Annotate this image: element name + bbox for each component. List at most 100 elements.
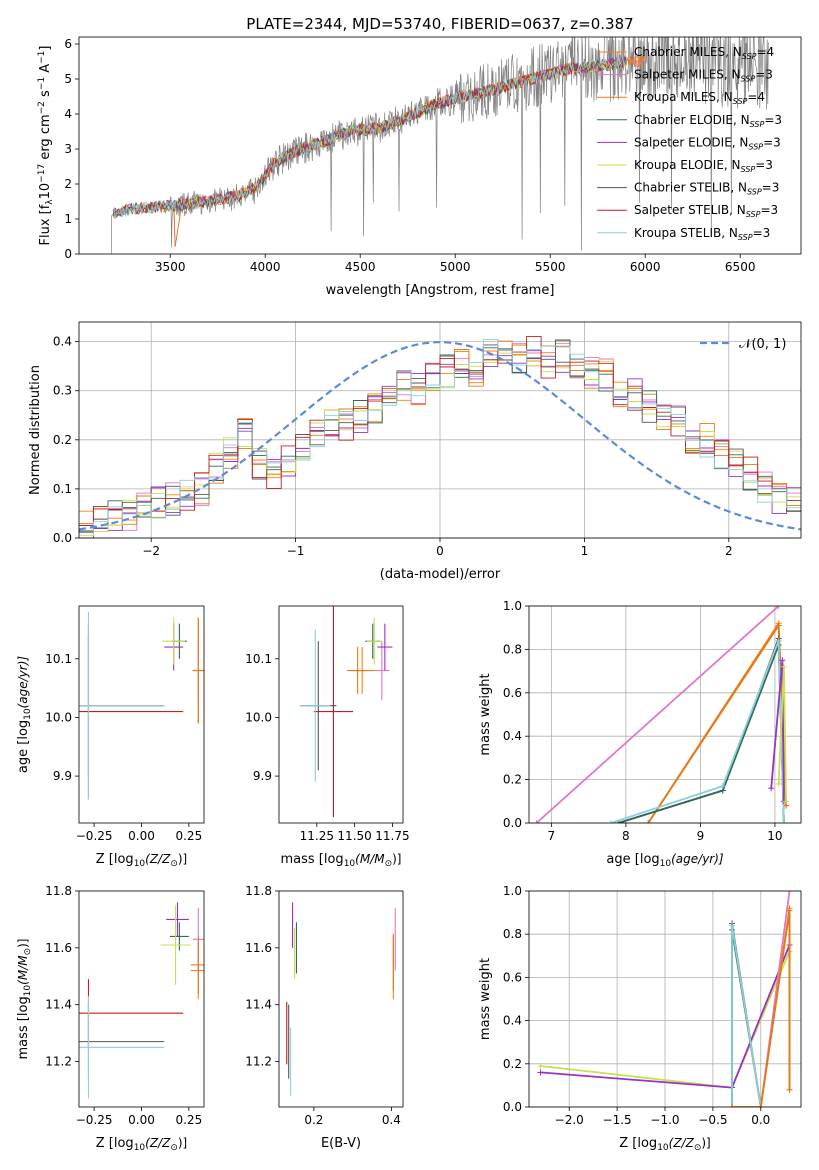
y-tick-label: 11.2 xyxy=(245,1055,272,1069)
legend-entry: Kroupa MILES, NSSP=4 xyxy=(634,90,765,106)
y-axis-label: Flux [fλ10−17 erg cm−2 s−1 A−1] xyxy=(37,46,55,246)
x-tick-label: 0.2 xyxy=(304,1113,323,1127)
y-tick-label: 10.0 xyxy=(45,710,72,724)
y-tick-label: 5 xyxy=(64,72,72,86)
y-tick-label: 1.0 xyxy=(503,884,522,898)
weight-line-chabrier-elodie xyxy=(618,644,785,823)
axes-frame xyxy=(78,321,802,539)
y-tick-label: 0.6 xyxy=(503,686,522,700)
model-line-chabrier-stelib xyxy=(112,56,627,217)
y-tick-label: 3 xyxy=(64,142,72,156)
x-tick-label: 0.25 xyxy=(175,829,202,843)
x-tick-label: 11.50 xyxy=(337,829,371,843)
weight-marker xyxy=(783,798,790,805)
model-line-salpeter-miles xyxy=(173,55,646,247)
y-tick-label: 0.0 xyxy=(53,531,72,545)
x-tick-label: 11.25 xyxy=(300,829,334,843)
weight-marker xyxy=(780,820,787,823)
x-tick-label: −0.25 xyxy=(76,1113,113,1127)
y-tick-label: 10.0 xyxy=(245,710,272,724)
y-tick-label: 10.1 xyxy=(45,652,72,666)
y-tick-label: 0.0 xyxy=(503,816,522,830)
y-tick-label: 0.6 xyxy=(503,970,522,984)
weight-marker xyxy=(780,663,787,670)
legend-entry: Chabrier STELIB, NSSP=3 xyxy=(634,181,779,197)
x-tick-label: −2 xyxy=(142,544,160,558)
legend-entry: Salpeter ELODIE, NSSP=3 xyxy=(634,135,781,151)
x-tick-label: 10 xyxy=(767,829,782,843)
axes-residuals: −2 −1 0 1 2 0.0 0.1 0.2 0.3 0.4 xyxy=(53,322,801,558)
weight-marker xyxy=(537,1069,544,1076)
y-tick-label: 0.2 xyxy=(503,1057,522,1071)
weight-marker xyxy=(537,1062,544,1069)
y-axis-label: Normed distribution xyxy=(28,365,43,495)
y-tick-label: 11.6 xyxy=(45,941,72,955)
weight-marker xyxy=(729,922,736,929)
weight-marker xyxy=(786,1086,793,1093)
y-tick-label: 11.2 xyxy=(45,1055,72,1069)
y-tick-label: 2 xyxy=(64,177,72,191)
y-tick-label: 0.8 xyxy=(503,642,522,656)
y-tick-label: 0.4 xyxy=(503,729,522,743)
y-tick-label: 0.2 xyxy=(53,433,72,447)
weight-marker xyxy=(757,1104,764,1107)
y-tick-label: 4 xyxy=(64,107,72,121)
weight-marker xyxy=(645,820,652,823)
y-tick-label: 0.0 xyxy=(503,1100,522,1114)
axes-frame xyxy=(78,605,205,824)
x-tick-label: −1.0 xyxy=(650,1113,679,1127)
x-tick-label: 8 xyxy=(622,829,630,843)
x-axis-label: Z [log10(Z/Z⊙)] xyxy=(96,852,187,869)
weight-marker xyxy=(775,622,782,629)
x-tick-label: −1 xyxy=(287,544,305,558)
model-line-kroupa-elodie xyxy=(112,58,627,220)
x-tick-label: 3500 xyxy=(155,260,186,274)
normal-curve xyxy=(79,341,801,531)
axes-frame xyxy=(528,605,802,824)
y-tick-label: 0.1 xyxy=(53,482,72,496)
y-tick-label: 11.4 xyxy=(45,998,72,1012)
weight-marker xyxy=(775,606,782,609)
y-axis-label: mass weight xyxy=(478,958,493,1040)
x-tick-label: 0.25 xyxy=(175,1113,202,1127)
x-tick-label: 0 xyxy=(436,544,444,558)
x-tick-label: 0.0 xyxy=(751,1113,770,1127)
x-tick-label: −1.5 xyxy=(603,1113,632,1127)
x-tick-label: 5000 xyxy=(440,260,471,274)
x-tick-label: −0.25 xyxy=(76,829,113,843)
axes-frame xyxy=(278,890,404,1108)
x-tick-label: 0.00 xyxy=(128,1113,155,1127)
x-tick-label: −0.5 xyxy=(698,1113,727,1127)
legend-entry: Kroupa ELODIE, NSSP=3 xyxy=(634,158,773,174)
weight-marker xyxy=(719,783,726,790)
x-axis-label: wavelength [Angstrom, rest frame] xyxy=(326,283,555,298)
x-tick-label: 0.4 xyxy=(382,1113,401,1127)
legend-normal-label: 𝒩(0, 1) xyxy=(739,337,786,352)
y-tick-label: 9.9 xyxy=(53,769,72,783)
x-axis-label: mass [log10(M/M⊙)] xyxy=(280,852,401,869)
y-axis-label: age [log10(age/yr)] xyxy=(16,656,33,773)
axes-frame xyxy=(78,890,205,1108)
histogram-kroupa-stelib xyxy=(79,338,801,533)
y-tick-label: 0.4 xyxy=(503,1014,522,1028)
y-tick-label: 0.2 xyxy=(503,773,522,787)
axes-age-vs-mass: 11.25 11.50 11.75 9.9 10.0 10.1 xyxy=(245,606,410,843)
legend-entry: Chabrier ELODIE, NSSP=3 xyxy=(634,113,782,129)
axes-age-vs-Z: −0.25 0.00 0.25 9.9 10.0 10.1 xyxy=(45,611,204,843)
spectrum-legend: Chabrier MILES, NSSP=4 Salpeter MILES, NS… xyxy=(597,45,782,242)
model-line-kroupa-stelib xyxy=(112,56,627,219)
axes-mass-vs-Z: −0.25 0.00 0.25 11.2 11.4 11.6 11.8 xyxy=(45,884,204,1127)
y-tick-label: 11.6 xyxy=(245,941,272,955)
weight-marker xyxy=(775,780,782,787)
weight-marker xyxy=(779,657,786,664)
x-axis-label: Z [log10(Z/Z⊙)] xyxy=(619,1136,710,1153)
x-tick-label: 11.75 xyxy=(375,829,409,843)
model-line-salpeter-stelib xyxy=(112,57,627,219)
y-tick-label: 1.0 xyxy=(503,599,522,613)
x-tick-label: 4000 xyxy=(250,260,281,274)
y-tick-label: 0 xyxy=(64,247,72,261)
y-tick-label: 0.8 xyxy=(503,927,522,941)
x-tick-label: 6000 xyxy=(630,260,661,274)
axes-spectrum: 3500 4000 4500 5000 5500 6000 6500 0 1 2 3 4 5 6 xyxy=(64,37,769,274)
weight-marker xyxy=(533,820,540,823)
